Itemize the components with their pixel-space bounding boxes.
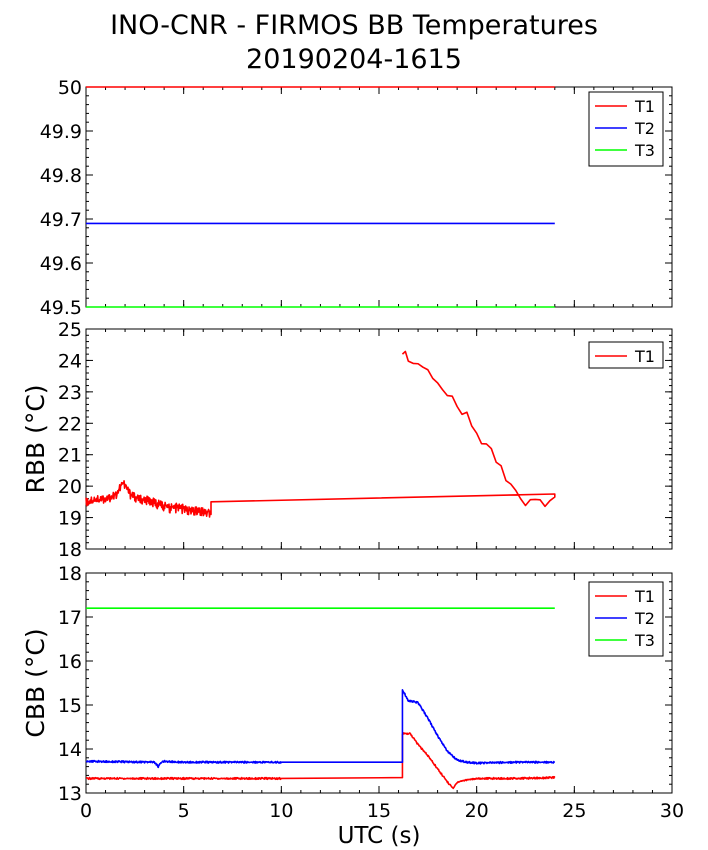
y-tick-label: 49.7 xyxy=(40,209,82,231)
panel-middle: 18 19 20 21 22 23 24 25 RBB (°C) T1 xyxy=(21,319,673,561)
x-tick-label: 5 xyxy=(178,800,190,822)
series-line-t1 xyxy=(85,350,556,518)
x-axis-label: UTC (s) xyxy=(338,823,421,849)
panel-bottom: 13 14 15 16 17 18 0 5 10 15 20 25 30 UTC (s) CBB (°C) T… xyxy=(21,563,684,849)
plot-frame xyxy=(85,86,673,308)
series-line-t1 xyxy=(85,732,556,790)
legend-label-t1: T1 xyxy=(634,587,655,606)
y-tick-label: 21 xyxy=(58,445,82,467)
x-tick-label: 30 xyxy=(660,800,684,822)
panel-top: 49.5 49.6 49.7 49.8 49.9 50 T1 T2 T3 xyxy=(40,77,673,319)
x-tick-label: 0 xyxy=(80,800,92,822)
y-tick-label: 16 xyxy=(58,651,82,673)
chart-subtitle: 20190204-1615 xyxy=(246,44,462,75)
y-tick-label: 18 xyxy=(58,539,82,561)
y-axis-label: CBB (°C) xyxy=(21,628,50,737)
y-tick-label: 49.5 xyxy=(40,297,82,319)
y-tick-label: 17 xyxy=(58,607,82,629)
plot-frame xyxy=(85,328,673,550)
x-tick-label: 10 xyxy=(269,800,293,822)
y-tick-label: 23 xyxy=(58,382,82,404)
y-tick-label: 15 xyxy=(58,695,82,717)
y-tick-label: 18 xyxy=(58,563,82,585)
y-tick-label: 49.8 xyxy=(40,165,82,187)
x-tick-label: 25 xyxy=(562,800,586,822)
legend-box xyxy=(588,341,664,369)
legend-box xyxy=(588,91,664,167)
y-tick-label: 20 xyxy=(58,476,82,498)
legend-label-t3: T3 xyxy=(634,631,655,650)
legend-label-t1: T1 xyxy=(634,97,655,116)
legend: T1 xyxy=(588,341,664,369)
legend-label-t1: T1 xyxy=(634,347,655,366)
series-line-t2 xyxy=(85,689,556,769)
y-tick-label: 22 xyxy=(58,413,82,435)
y-tick-label: 13 xyxy=(58,783,82,805)
y-tick-label: 24 xyxy=(58,350,82,372)
y-axis-label: RBB (°C) xyxy=(21,384,50,493)
legend-box xyxy=(588,581,664,657)
y-tick-label: 49.6 xyxy=(40,253,82,275)
legend: T1 T2 T3 xyxy=(588,91,664,167)
legend-label-t3: T3 xyxy=(634,141,655,160)
plot-frame xyxy=(85,572,673,794)
legend-label-t2: T2 xyxy=(634,119,655,138)
legend: T1 T2 T3 xyxy=(588,581,664,657)
y-tick-label: 49.9 xyxy=(40,121,82,143)
legend-label-t2: T2 xyxy=(634,609,655,628)
y-tick-label: 19 xyxy=(58,508,82,530)
y-tick-label: 50 xyxy=(58,77,82,99)
chart-title: INO-CNR - FIRMOS BB Temperatures xyxy=(110,10,598,41)
x-tick-label: 20 xyxy=(465,800,489,822)
y-tick-label: 14 xyxy=(58,739,82,761)
y-tick-label: 25 xyxy=(58,319,82,341)
x-tick-label: 15 xyxy=(367,800,391,822)
